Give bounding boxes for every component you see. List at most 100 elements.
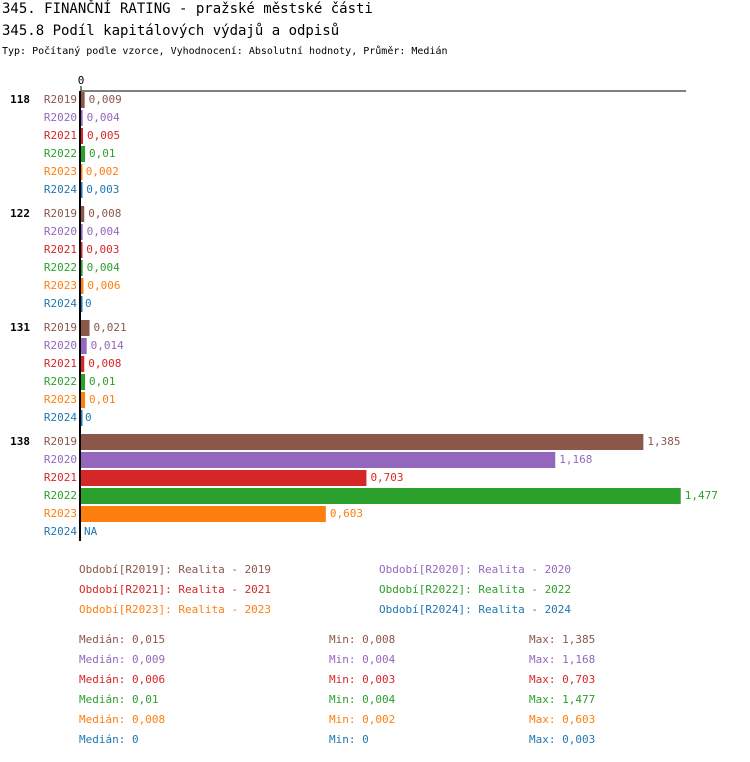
bar	[81, 452, 556, 468]
period-label: R2019	[44, 435, 77, 448]
value-label: 0,01	[89, 147, 116, 160]
value-label: 0,603	[330, 507, 363, 520]
chart-subtitle: 345.8 Podíl kapitálových výdajů a odpisů	[2, 23, 339, 39]
value-label: NA	[84, 525, 98, 538]
period-label: R2023	[44, 165, 77, 178]
value-label: 0,008	[88, 207, 121, 220]
bar	[81, 506, 326, 522]
bar	[81, 146, 86, 162]
period-label: R2023	[44, 507, 77, 520]
period-label: R2022	[44, 261, 77, 274]
period-label: R2024	[44, 411, 77, 424]
value-label: 0,006	[87, 279, 120, 292]
stat: Medián: 0,015	[79, 633, 165, 646]
legend-entry: Období[R2020]: Realita - 2020	[379, 563, 571, 576]
bar	[81, 488, 681, 504]
stat: Min: 0,008	[329, 633, 395, 646]
legend-entry: Období[R2019]: Realita - 2019	[79, 563, 271, 576]
stat: Max: 0,703	[529, 673, 595, 686]
period-label: R2024	[44, 297, 77, 310]
value-label: 0,002	[86, 165, 119, 178]
bar	[81, 128, 84, 144]
stat: Min: 0,002	[329, 713, 395, 726]
bar	[81, 260, 83, 276]
bar	[81, 242, 83, 258]
period-label: R2020	[44, 111, 77, 124]
period-label: R2021	[44, 357, 77, 370]
value-label: 1,385	[647, 435, 680, 448]
group-label: 122	[10, 207, 30, 220]
group-label: 118	[10, 93, 30, 106]
stat: Medián: 0	[79, 733, 139, 746]
period-label: R2019	[44, 93, 77, 106]
bar	[81, 410, 83, 426]
value-label: 0,703	[370, 471, 403, 484]
value-label: 0,01	[89, 375, 116, 388]
value-label: 0,014	[91, 339, 124, 352]
stat: Min: 0,004	[329, 653, 396, 666]
period-label: R2022	[44, 375, 77, 388]
stat: Max: 1,168	[529, 653, 595, 666]
stat: Medián: 0,01	[79, 693, 158, 706]
stat: Min: 0,003	[329, 673, 395, 686]
legend-entry: Období[R2022]: Realita - 2022	[379, 583, 571, 596]
bar	[81, 278, 84, 294]
stat: Max: 1,477	[529, 693, 595, 706]
bar	[81, 434, 644, 450]
stat: Max: 0,003	[529, 733, 595, 746]
bar	[81, 182, 83, 198]
chart-title: 345. FINANČNÍ RATING - pražské městské č…	[2, 0, 373, 17]
period-label: R2024	[44, 525, 77, 538]
legend-entry: Období[R2023]: Realita - 2023	[79, 603, 271, 616]
period-label: R2024	[44, 183, 77, 196]
value-label: 0,004	[87, 225, 120, 238]
legend-entry: Období[R2021]: Realita - 2021	[79, 583, 271, 596]
value-label: 0,003	[86, 183, 119, 196]
bar	[81, 392, 86, 408]
period-label: R2022	[44, 489, 77, 502]
value-label: 0,009	[89, 93, 122, 106]
value-label: 0	[85, 411, 92, 424]
value-label: 0,01	[89, 393, 116, 406]
period-label: R2023	[44, 279, 77, 292]
value-label: 0,021	[94, 321, 127, 334]
bar	[81, 374, 86, 390]
value-label: 0,008	[88, 357, 121, 370]
period-label: R2021	[44, 243, 77, 256]
period-label: R2021	[44, 471, 77, 484]
value-label: 0	[85, 297, 92, 310]
bar	[81, 296, 83, 312]
bar	[81, 356, 85, 372]
period-label: R2023	[44, 393, 77, 406]
x-tick-label: 0	[78, 74, 85, 87]
period-label: R2020	[44, 453, 77, 466]
group-label: 131	[10, 321, 30, 334]
bar	[81, 110, 83, 126]
stat: Medián: 0,006	[79, 673, 165, 686]
bar	[81, 338, 87, 354]
bar	[81, 206, 85, 222]
period-label: R2021	[44, 129, 77, 142]
bar	[81, 320, 90, 336]
chart-note: Typ: Počítaný podle vzorce, Vyhodnocení:…	[2, 45, 448, 57]
group-label: 138	[10, 435, 30, 448]
value-label: 0,004	[87, 111, 120, 124]
value-label: 1,477	[685, 489, 718, 502]
period-label: R2020	[44, 225, 77, 238]
bar	[81, 92, 85, 108]
stat: Min: 0,004	[329, 693, 396, 706]
stat: Min: 0	[329, 733, 369, 746]
value-label: 0,003	[86, 243, 119, 256]
stat: Max: 0,603	[529, 713, 595, 726]
bar	[81, 224, 83, 240]
bar	[81, 470, 367, 486]
legend-entry: Období[R2024]: Realita - 2024	[379, 603, 571, 616]
stat: Medián: 0,008	[79, 713, 165, 726]
period-label: R2019	[44, 321, 77, 334]
stat: Medián: 0,009	[79, 653, 165, 666]
period-label: R2022	[44, 147, 77, 160]
value-label: 1,168	[559, 453, 592, 466]
value-label: 0,005	[87, 129, 120, 142]
bar	[81, 164, 83, 180]
